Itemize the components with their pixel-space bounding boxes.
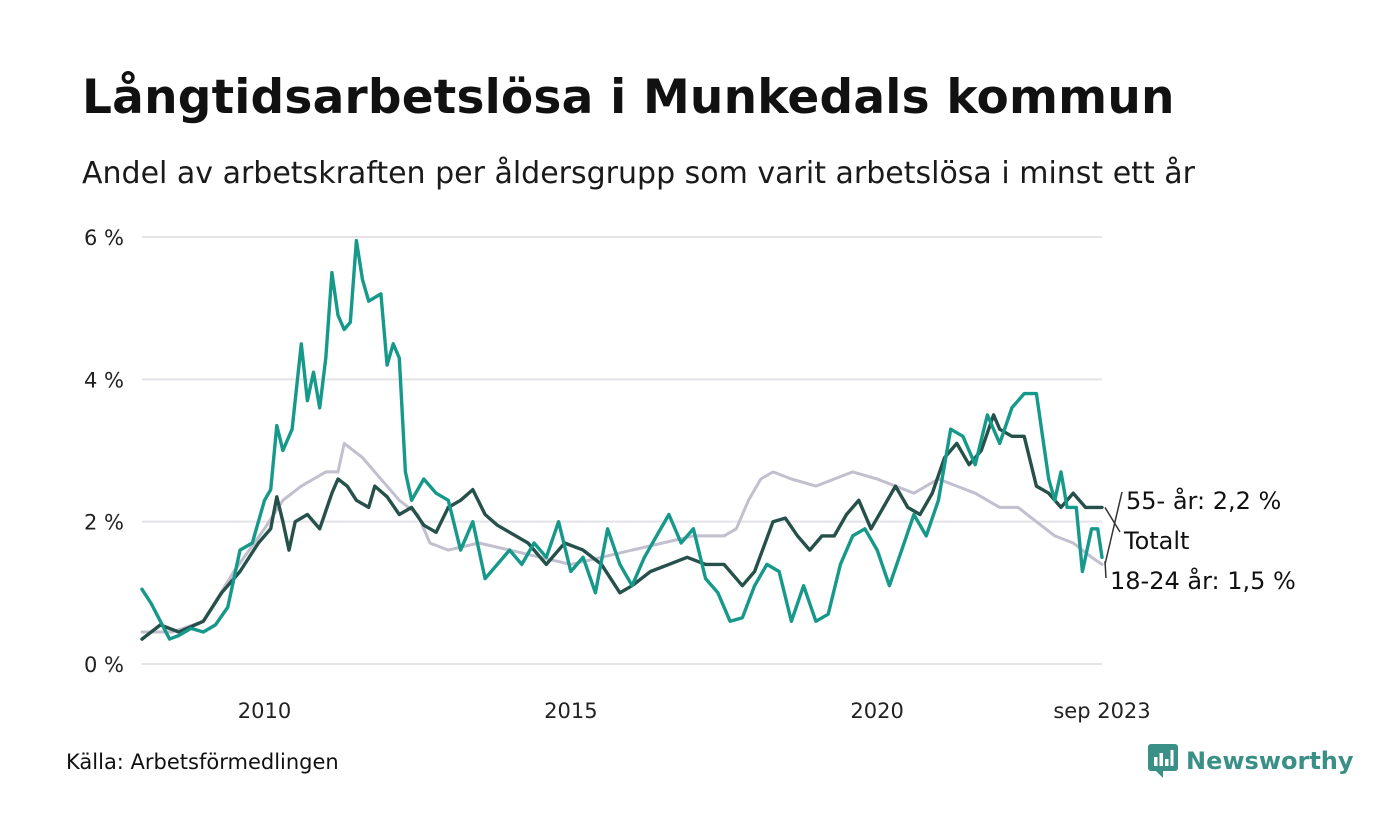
end-label-total: Totalt xyxy=(1123,527,1189,555)
leader-line-young xyxy=(1104,561,1107,579)
x-tick-label-0: 2010 xyxy=(238,699,291,723)
series-line-total xyxy=(140,413,1104,641)
y-tick-label-0: 0 % xyxy=(84,653,124,677)
end-label-old: 55- år: 2,2 % xyxy=(1126,486,1281,515)
source-note: Källa: Arbetsförmedlingen xyxy=(66,750,339,774)
series-line-young xyxy=(140,238,1104,641)
y-axis-ticks: 0 % 2 % 4 % 6 % xyxy=(84,226,124,677)
leader-line-total xyxy=(1104,507,1121,533)
x-tick-label-1: 2015 xyxy=(544,699,597,723)
series-lines xyxy=(140,238,1104,641)
y-tick-label-2: 4 % xyxy=(84,368,124,392)
x-axis-ticks: 2010 2015 2020 sep 2023 xyxy=(238,699,1151,723)
end-label-young: 18-24 år: 1,5 % xyxy=(1110,566,1296,595)
y-tick-label-3: 6 % xyxy=(84,226,124,250)
grid-lines xyxy=(142,236,1102,665)
y-tick-label-1: 2 % xyxy=(84,511,124,535)
chart-subtitle: Andel av arbetskraften per åldersgrupp s… xyxy=(82,156,1195,191)
x-tick-label-3: sep 2023 xyxy=(1053,699,1150,723)
leader-line-old xyxy=(1104,491,1123,565)
brand-logo[interactable]: Newsworthy xyxy=(1148,744,1354,778)
x-tick-label-2: 2020 xyxy=(850,699,903,723)
brand-name: Newsworthy xyxy=(1186,747,1354,775)
chart-title: Långtidsarbetslösa i Munkedals kommun xyxy=(82,70,1175,125)
newsworthy-logo-icon xyxy=(1148,744,1178,778)
end-labels: 55- år: 2,2 % Totalt 18-24 år: 1,5 % xyxy=(1104,486,1296,595)
